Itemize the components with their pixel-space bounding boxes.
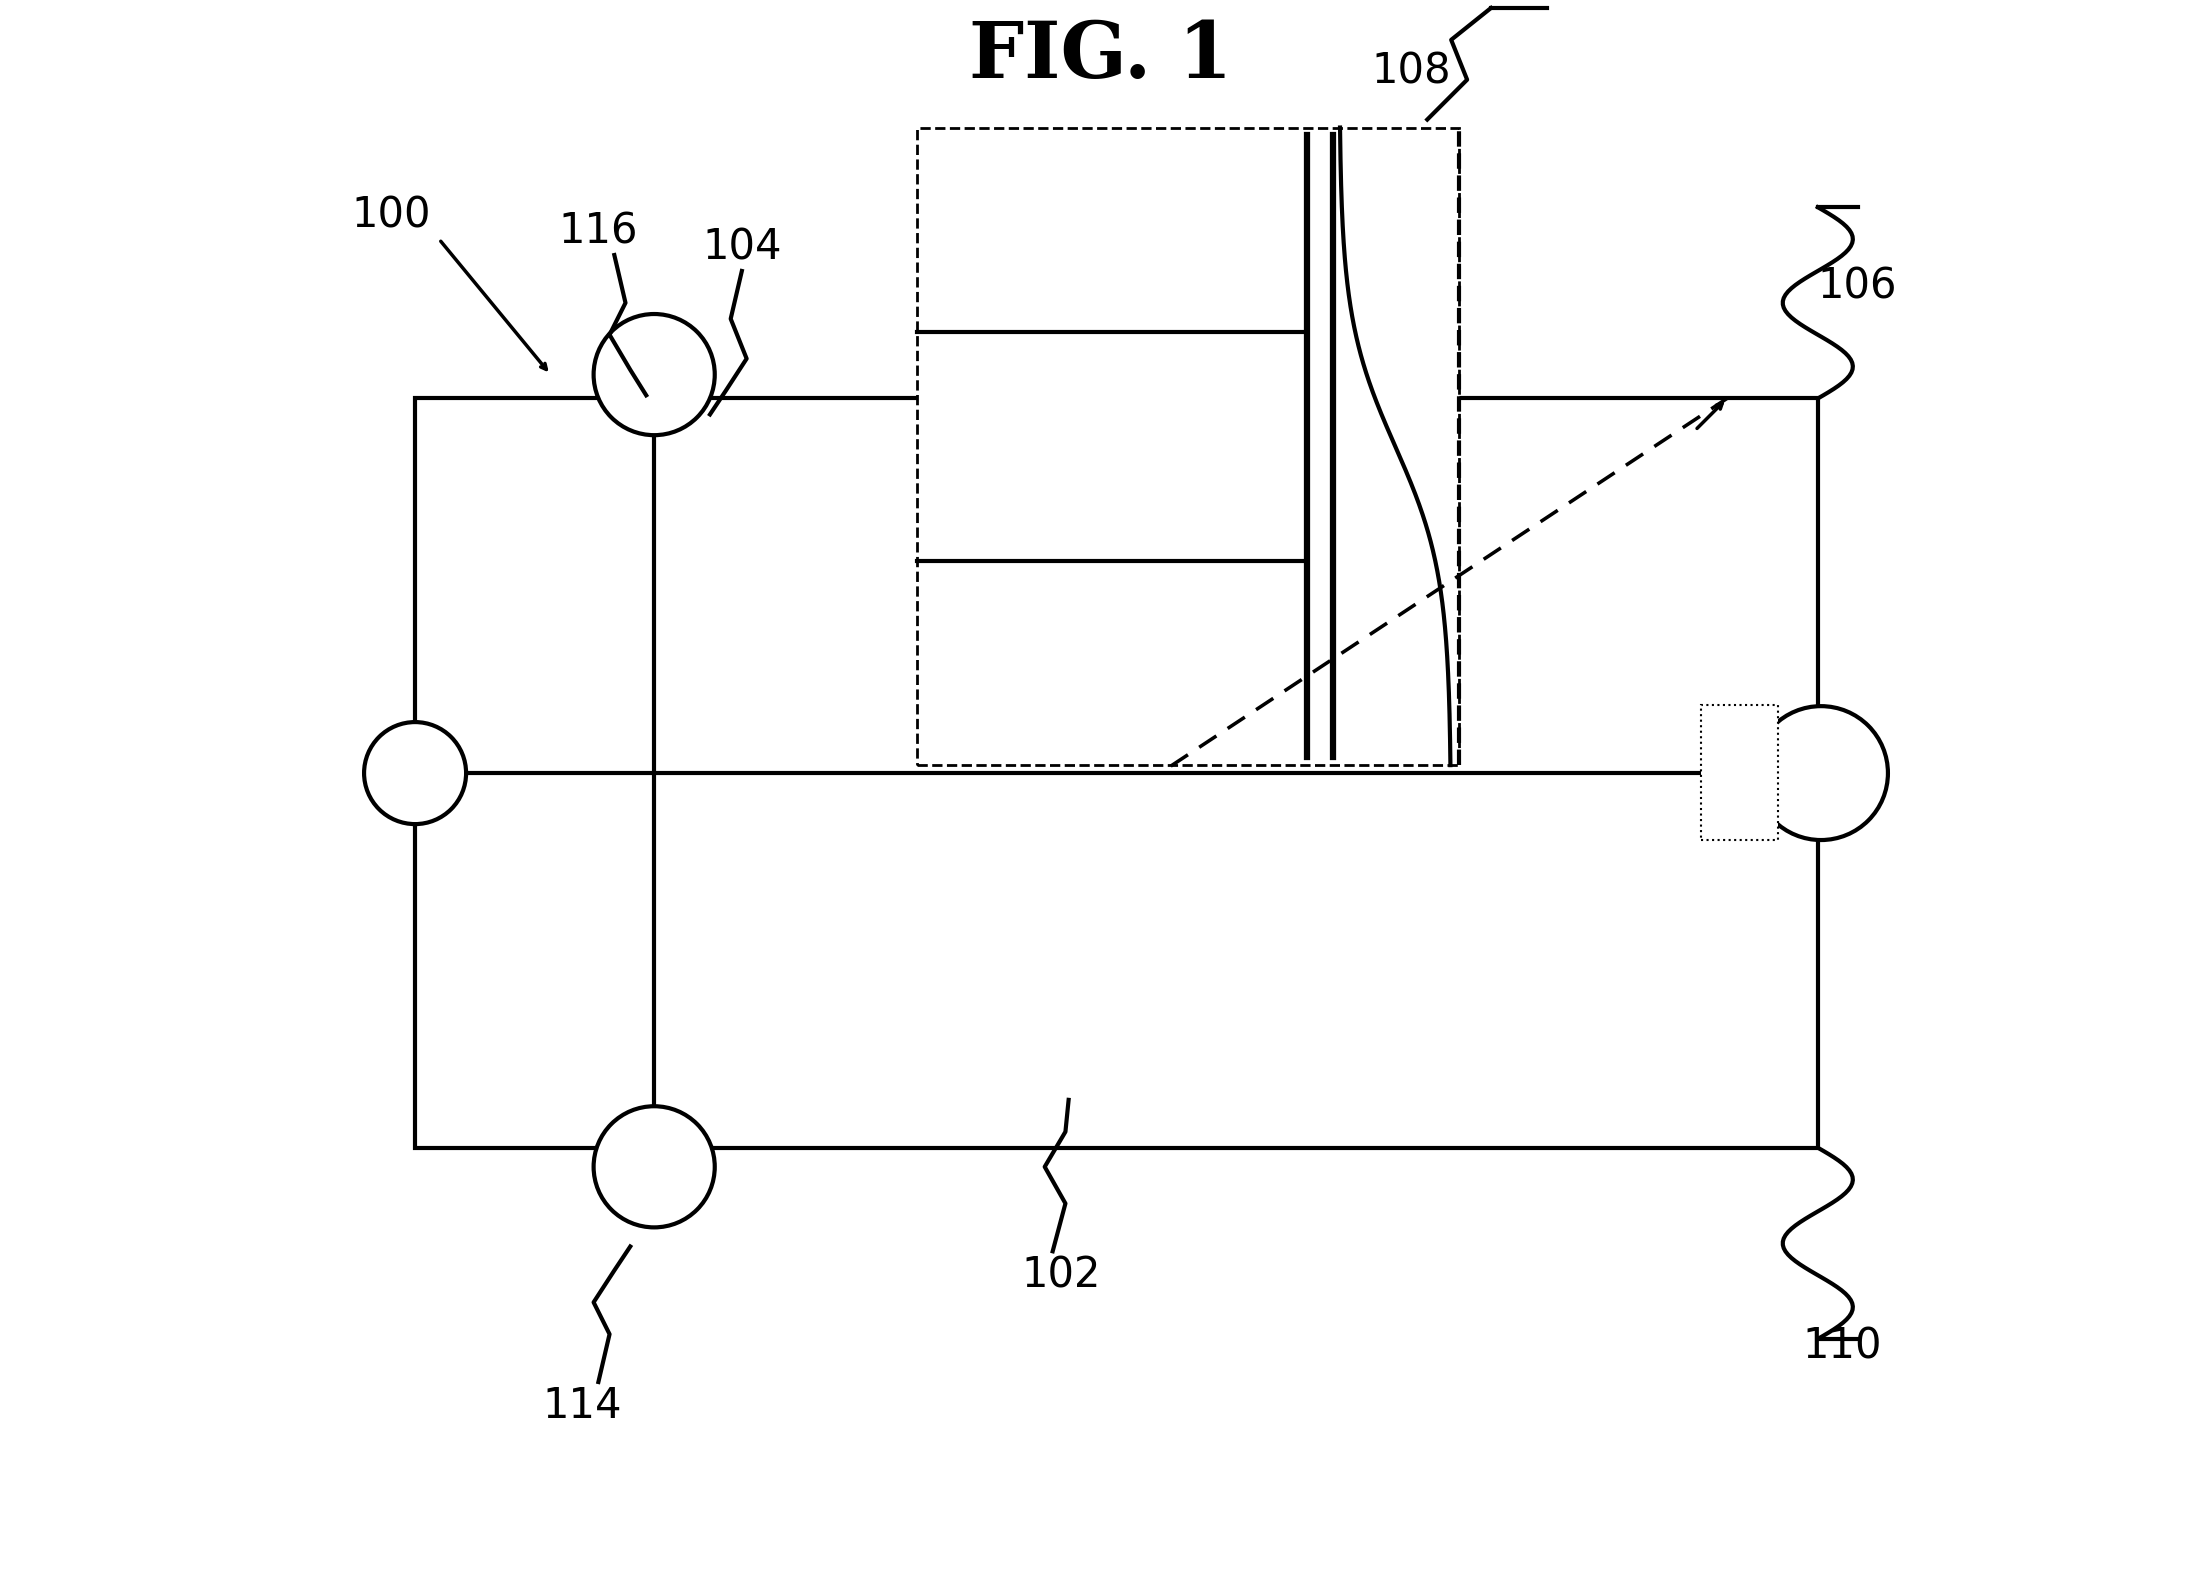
Text: 108: 108: [1371, 51, 1450, 92]
Text: 104: 104: [702, 226, 781, 268]
Circle shape: [594, 314, 715, 435]
Text: 106: 106: [1818, 266, 1897, 308]
Text: 114: 114: [544, 1385, 623, 1427]
Text: 116: 116: [559, 210, 638, 252]
Circle shape: [1754, 706, 1888, 840]
Bar: [416, 398, 1818, 1148]
Text: 102: 102: [1021, 1254, 1100, 1296]
Text: 110: 110: [1803, 1326, 1882, 1368]
Text: 100: 100: [352, 194, 431, 236]
Text: FIG. 1: FIG. 1: [968, 18, 1233, 94]
Circle shape: [363, 722, 467, 824]
Bar: [918, 128, 1459, 765]
Bar: [1701, 705, 1778, 840]
Circle shape: [594, 1106, 715, 1227]
